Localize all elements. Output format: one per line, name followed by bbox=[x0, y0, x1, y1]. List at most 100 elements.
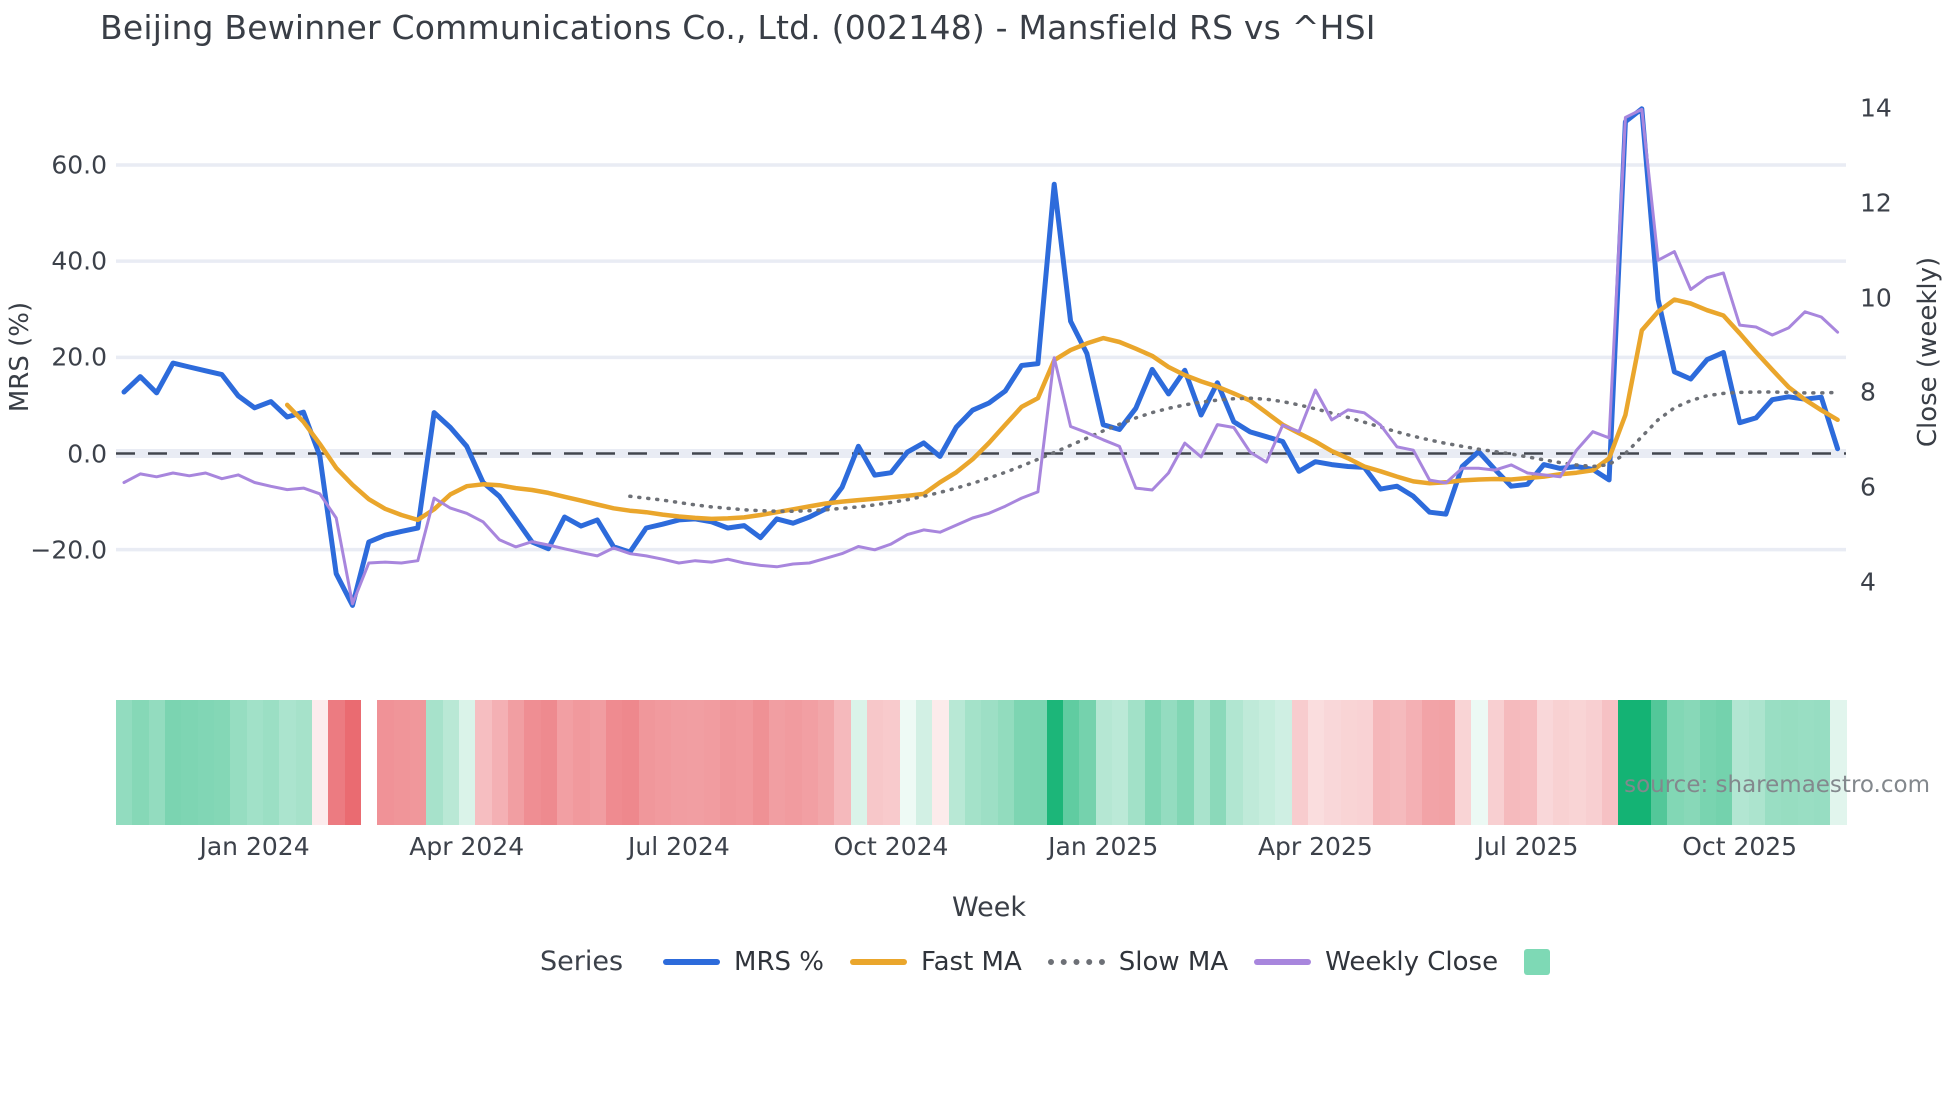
heatmap-cell bbox=[458, 700, 476, 825]
heatmap-cell bbox=[1226, 700, 1243, 825]
heatmap-cell bbox=[981, 700, 998, 825]
heatmap-cell bbox=[1487, 700, 1504, 825]
heatmap-cell bbox=[393, 700, 410, 825]
heatmap-cell bbox=[409, 700, 427, 825]
x-tick-label: Oct 2025 bbox=[1682, 832, 1798, 861]
heatmap-cell bbox=[883, 700, 900, 825]
heatmap-cell bbox=[1683, 700, 1700, 825]
x-tick-label: Apr 2024 bbox=[409, 832, 525, 861]
heatmap-cell bbox=[213, 700, 231, 825]
heatmap-cell bbox=[932, 700, 949, 825]
heatmap-cell bbox=[1209, 700, 1227, 825]
heatmap-cell bbox=[720, 700, 737, 825]
heatmap-cell bbox=[1748, 700, 1766, 825]
heatmap-cell bbox=[1438, 700, 1455, 825]
heatmap-cell bbox=[801, 700, 819, 825]
heatmap-cell bbox=[1536, 700, 1553, 825]
heatmap-cell bbox=[850, 700, 868, 825]
heatmap-cell bbox=[1030, 700, 1047, 825]
heatmap-cell bbox=[1275, 700, 1292, 825]
heatmap-cell bbox=[295, 700, 312, 825]
legend-item-slow-ma[interactable]: Slow MA bbox=[1047, 947, 1228, 977]
heatmap-cell bbox=[1161, 700, 1178, 825]
legend-item-mrs-[interactable]: MRS % bbox=[663, 947, 824, 977]
heatmap-cell bbox=[1814, 700, 1831, 825]
heatmap-cell bbox=[507, 700, 525, 825]
heatmap-cell bbox=[965, 700, 982, 825]
heatmap-cell bbox=[1422, 700, 1439, 825]
heatmap-cell bbox=[1650, 700, 1668, 825]
heatmap-cell bbox=[1405, 700, 1423, 825]
y-tick-left: 20.0 bbox=[51, 342, 107, 372]
heatmap-cell bbox=[1716, 700, 1733, 825]
heatmap-cell bbox=[360, 700, 378, 825]
heatmap-cell bbox=[1177, 700, 1194, 825]
heatmap-cell bbox=[1454, 700, 1472, 825]
heatmap-cell bbox=[622, 700, 639, 825]
y-tick-left: 0.0 bbox=[67, 439, 107, 468]
heatmap-cell bbox=[197, 700, 214, 825]
fast-ma-swatch-icon bbox=[850, 958, 908, 965]
x-tick-label: Jul 2025 bbox=[1476, 832, 1579, 861]
heatmap-cell bbox=[638, 700, 655, 825]
y-tick-right: 10 bbox=[1860, 283, 1892, 313]
heatmap-cell bbox=[475, 700, 492, 825]
legend-item-label: Weekly Close bbox=[1325, 946, 1499, 977]
series-slow-ma bbox=[628, 390, 1840, 513]
heatmap-cell bbox=[1552, 700, 1570, 825]
legend-item-heatmap[interactable] bbox=[1524, 948, 1551, 975]
heatmap-cell bbox=[1193, 700, 1210, 825]
heatmap-cell bbox=[1046, 700, 1064, 825]
heatmap-cell bbox=[524, 700, 541, 825]
legend-item-label: Fast MA bbox=[921, 946, 1022, 977]
heatmap-cell bbox=[556, 700, 574, 825]
heatmap-cell bbox=[491, 700, 508, 825]
legend: Series MRS % Fast MA Slow MA Weekly Close bbox=[540, 946, 1551, 977]
heatmap-cell bbox=[573, 700, 590, 825]
heatmap-cell bbox=[1503, 700, 1521, 825]
heatmap-cell bbox=[1307, 700, 1325, 825]
heatmap-cell bbox=[1389, 700, 1406, 825]
y-tick-left: 60.0 bbox=[51, 150, 107, 180]
heatmap-cell bbox=[605, 700, 623, 825]
mrs--swatch-icon bbox=[663, 958, 721, 965]
heatmap-cell bbox=[1699, 700, 1717, 825]
y-tick-right: 6 bbox=[1860, 472, 1876, 502]
heatmap-cell bbox=[834, 700, 851, 825]
heatmap-cell bbox=[1667, 700, 1684, 825]
heatmap-cell bbox=[1601, 700, 1619, 825]
y-axis-title-left: MRS (%) bbox=[5, 301, 35, 413]
heatmap-cell bbox=[116, 700, 133, 825]
heatmap-cell bbox=[1079, 700, 1096, 825]
heatmap-cell bbox=[752, 700, 770, 825]
heatmap-cell bbox=[703, 700, 721, 825]
heatmap-cell bbox=[1373, 700, 1390, 825]
heatmap-cell bbox=[377, 700, 394, 825]
heatmap-cell bbox=[1128, 700, 1145, 825]
heatmap-cell bbox=[997, 700, 1015, 825]
heatmap-strip bbox=[116, 700, 1847, 825]
y-tick-right: 12 bbox=[1860, 188, 1892, 218]
heatmap-cell bbox=[1014, 700, 1031, 825]
heatmap-cell bbox=[1291, 700, 1308, 825]
heatmap-cell bbox=[311, 700, 329, 825]
heatmap-cell bbox=[1634, 700, 1651, 825]
heatmap-cell bbox=[1569, 700, 1586, 825]
legend-item-weekly-close[interactable]: Weekly Close bbox=[1254, 947, 1498, 977]
heatmap-cell bbox=[1471, 700, 1488, 825]
x-tick-label: Oct 2024 bbox=[833, 832, 949, 861]
heatmap-cell bbox=[1618, 700, 1635, 825]
heatmap-cell bbox=[671, 700, 688, 825]
heatmap-cell bbox=[279, 700, 296, 825]
heatmap-cell bbox=[148, 700, 165, 825]
legend-item-fast-ma[interactable]: Fast MA bbox=[850, 947, 1022, 977]
heatmap-cell bbox=[687, 700, 704, 825]
source-note: source: sharemaestro.com bbox=[1624, 772, 1930, 798]
heatmap-cell bbox=[1830, 700, 1847, 825]
x-axis-title: Week bbox=[952, 892, 1026, 923]
heatmap-cell bbox=[1095, 700, 1113, 825]
heatmap-cell bbox=[1242, 700, 1259, 825]
y-axis-title-right: Close (weekly) bbox=[1913, 256, 1943, 448]
